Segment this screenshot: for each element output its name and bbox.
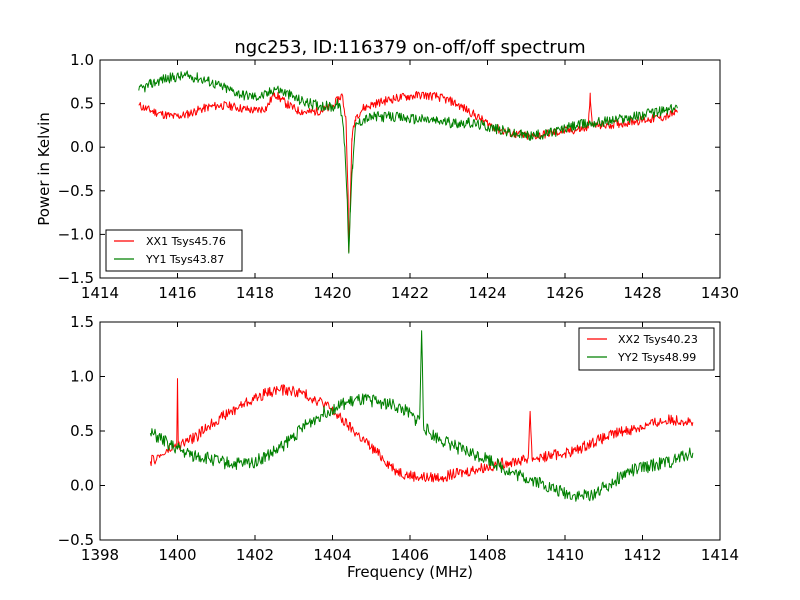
top-y-axis-label: Power in Kelvin [35, 112, 53, 226]
bottom-x-tick-label: 1400 [158, 546, 196, 564]
bottom-legend-box [578, 327, 715, 371]
top-x-tick-label: 1418 [236, 284, 274, 302]
bottom-series-layer [149, 330, 694, 502]
top-x-tick-label: 1414 [81, 284, 119, 302]
bottom-legend-label-xx2: XX2 Tsys40.23 [618, 333, 698, 346]
top-series-line-yy [138, 70, 678, 254]
bottom-x-axis-label: Frequency (MHz) [347, 563, 473, 581]
bottom-y-tick-label: 1.0 [70, 368, 94, 386]
top-y-tick-label: 1.0 [70, 51, 94, 69]
top-y-tick-label: −1.0 [58, 225, 94, 243]
bottom-x-tick-label: 1404 [313, 546, 351, 564]
top-axes-frame [99, 59, 721, 279]
top-y-tick-label: −0.5 [58, 182, 94, 200]
top-legend-label-yy1: YY1 Tsys43.87 [145, 253, 224, 266]
top-x-tick-label: 1424 [468, 284, 506, 302]
bottom-x-tick-label: 1402 [236, 546, 274, 564]
bottom-x-tick-label: 1412 [623, 546, 661, 564]
top-x-tick-label: 1428 [623, 284, 661, 302]
top-chart-title: ngc253, ID:116379 on-off/off spectrum [234, 37, 585, 58]
bottom-x-tick-label: 1414 [701, 546, 739, 564]
bottom-x-tick-label: 1398 [81, 546, 119, 564]
top-legend-box [105, 229, 243, 272]
bottom-x-tick-label: 1408 [468, 546, 506, 564]
bottom-y-tick-label: 1.5 [70, 313, 94, 331]
top-series-layer [138, 70, 678, 254]
bottom-axes-frame [99, 321, 721, 541]
bottom-legend: XX2 Tsys40.23 YY2 Tsys48.99 [578, 327, 715, 371]
top-tick-layer: 1414 1416 1418 1420 1422 1424 1426 1428 1430 1.0 0… [58, 51, 740, 302]
top-x-tick-label: 1422 [391, 284, 429, 302]
top-x-tick-label: 1416 [158, 284, 196, 302]
bottom-y-tick-label: 0.5 [70, 422, 94, 440]
bottom-series-line-yy [149, 330, 694, 502]
bottom-series-line-xx [149, 378, 694, 483]
bottom-panel: 1398 1400 1402 1404 1406 1408 1410 1412 1414 1.5 1… [58, 313, 740, 581]
bottom-x-tick-label: 1410 [546, 546, 584, 564]
top-legend-label-xx1: XX1 Tsys45.76 [146, 235, 226, 248]
top-x-tick-label: 1430 [701, 284, 739, 302]
top-y-tick-label: 0.0 [70, 138, 94, 156]
top-y-tick-label: 0.5 [70, 95, 94, 113]
bottom-y-tick-label: −0.5 [58, 531, 94, 549]
top-x-tick-label: 1426 [546, 284, 584, 302]
bottom-y-tick-label: 0.0 [70, 477, 94, 495]
bottom-tick-layer: 1398 1400 1402 1404 1406 1408 1410 1412 1414 1.5 1… [58, 313, 740, 564]
bottom-x-tick-label: 1406 [391, 546, 429, 564]
top-y-tick-label: −1.5 [58, 269, 94, 287]
bottom-legend-label-yy2: YY2 Tsys48.99 [617, 351, 696, 364]
top-panel: ngc253, ID:116379 on-off/off spectrum 14… [35, 37, 739, 302]
top-legend: XX1 Tsys45.76 YY1 Tsys43.87 [105, 229, 243, 272]
top-x-tick-label: 1420 [313, 284, 351, 302]
